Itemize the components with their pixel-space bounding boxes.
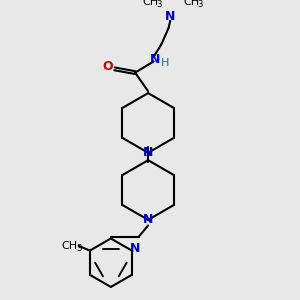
Text: 3: 3 — [76, 244, 81, 253]
Text: N: N — [149, 53, 160, 66]
Text: H: H — [161, 58, 169, 68]
Text: 3: 3 — [198, 0, 203, 9]
Text: 3: 3 — [157, 0, 162, 9]
Text: CH: CH — [142, 0, 158, 7]
Text: N: N — [130, 242, 140, 255]
Text: O: O — [103, 61, 113, 74]
Text: N: N — [143, 213, 153, 226]
Text: CH: CH — [183, 0, 199, 7]
Text: CH: CH — [61, 241, 77, 251]
Text: N: N — [143, 146, 153, 159]
Text: N: N — [165, 10, 176, 23]
